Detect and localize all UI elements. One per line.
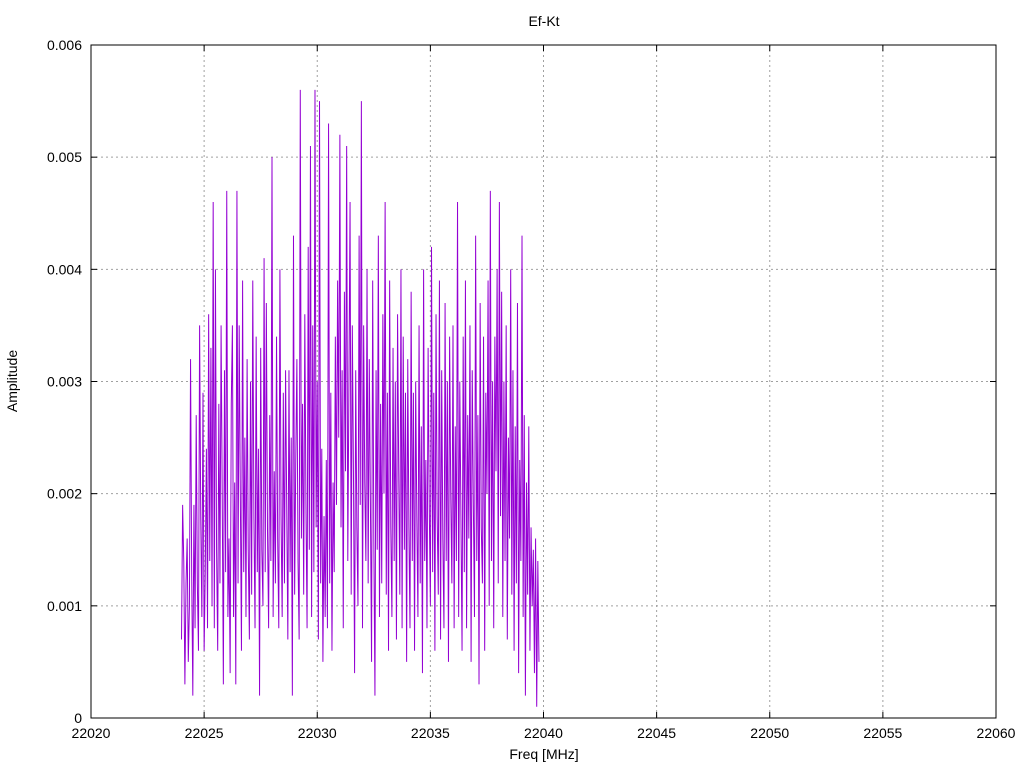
x-tick-label: 22060 bbox=[977, 725, 1016, 741]
x-tick-label: 22055 bbox=[863, 725, 902, 741]
x-tick-label: 22050 bbox=[750, 725, 789, 741]
x-tick-label: 22020 bbox=[72, 725, 111, 741]
x-tick-label: 22030 bbox=[298, 725, 337, 741]
series-line bbox=[181, 89, 540, 707]
x-tick-label: 22025 bbox=[185, 725, 224, 741]
x-tick-label: 22035 bbox=[411, 725, 450, 741]
y-axis-label: Amplitude bbox=[4, 350, 20, 412]
chart-title: Ef-Kt bbox=[528, 13, 559, 29]
x-tick-label: 22040 bbox=[524, 725, 563, 741]
axis-ticks: 22020 22025 22030 22035 22040 22045 22050 22055… bbox=[47, 37, 1016, 741]
y-tick-label: 0.002 bbox=[47, 486, 82, 502]
y-tick-label: 0.003 bbox=[47, 374, 82, 390]
y-tick-label: 0 bbox=[74, 710, 82, 726]
plot-area bbox=[181, 89, 540, 707]
x-axis-label: Freq [MHz] bbox=[509, 746, 578, 762]
y-tick-label: 0.006 bbox=[47, 37, 82, 53]
y-tick-label: 0.004 bbox=[47, 261, 82, 277]
x-tick-label: 22045 bbox=[637, 725, 676, 741]
y-tick-label: 0.005 bbox=[47, 149, 82, 165]
grid bbox=[91, 45, 996, 718]
y-tick-label: 0.001 bbox=[47, 598, 82, 614]
